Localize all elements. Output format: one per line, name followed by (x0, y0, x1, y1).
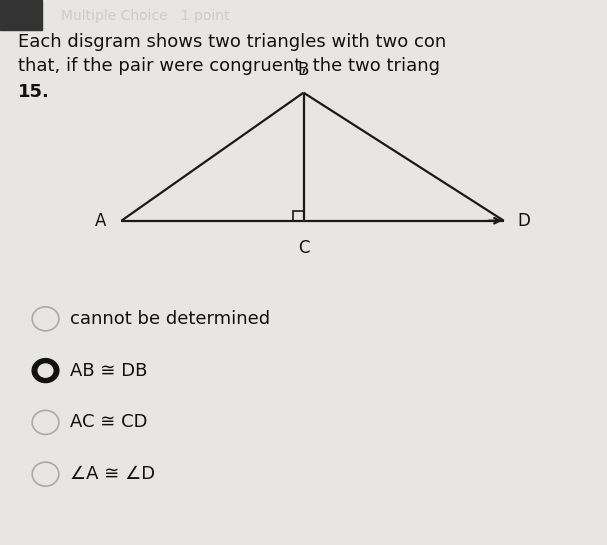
Text: B: B (298, 61, 309, 79)
Bar (0, 0, 42, 30)
Text: D: D (517, 211, 530, 230)
Text: A: A (95, 211, 106, 230)
Text: Multiple Choice   1 point: Multiple Choice 1 point (61, 9, 229, 23)
Text: AB ≅ DB: AB ≅ DB (70, 361, 147, 380)
Text: ∠A ≅ ∠D: ∠A ≅ ∠D (70, 465, 155, 483)
Text: Each disgram shows two triangles with two con: Each disgram shows two triangles with tw… (18, 33, 447, 51)
Text: cannot be determined: cannot be determined (70, 310, 270, 328)
Text: that, if the pair were congruent, the two triang: that, if the pair were congruent, the tw… (18, 57, 440, 75)
Text: 15.: 15. (18, 83, 50, 101)
Circle shape (32, 359, 59, 383)
Text: AC ≅ CD: AC ≅ CD (70, 413, 148, 432)
Text: C: C (298, 239, 309, 257)
Circle shape (38, 364, 53, 377)
